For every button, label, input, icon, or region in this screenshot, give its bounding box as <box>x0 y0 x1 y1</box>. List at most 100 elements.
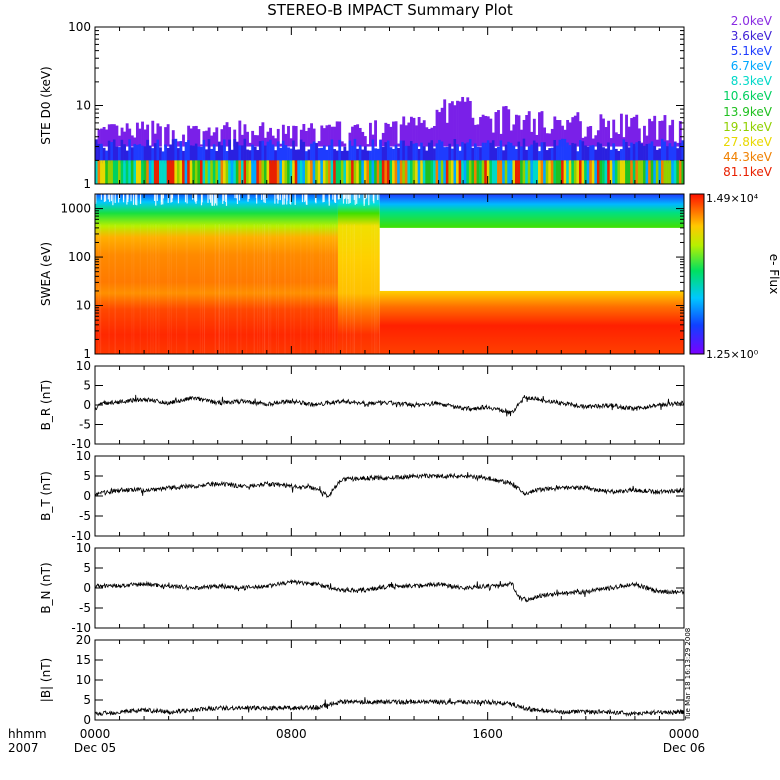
ste-bar <box>648 143 652 164</box>
ste-bar <box>555 145 559 164</box>
colorbar-min-label: 1.25×10⁰ <box>706 348 759 361</box>
ste-bar <box>663 160 667 184</box>
swea-spectrogram-transition <box>337 194 380 354</box>
ste-bar <box>430 127 434 147</box>
ste-bar <box>199 146 203 164</box>
swea-noise <box>214 194 217 204</box>
ste-bar <box>456 100 459 147</box>
ste-bar <box>266 141 270 164</box>
ste-bar <box>274 138 278 147</box>
ste-bar <box>102 126 106 147</box>
bn-ylabel: B_N (nT) <box>39 562 53 613</box>
ste-bar <box>433 126 436 147</box>
swea-streak <box>108 224 110 354</box>
ste-bar <box>448 143 452 164</box>
ste-bar <box>507 160 511 184</box>
ste-bar <box>409 160 413 184</box>
ste-bar <box>479 147 482 164</box>
ste-bar <box>502 160 506 184</box>
ste-bar <box>550 128 554 147</box>
ste-bar <box>269 139 272 164</box>
ste-bar <box>156 160 160 184</box>
ste-bar <box>394 144 398 164</box>
ste-bar <box>315 142 319 164</box>
ste-bar <box>156 139 160 164</box>
ste-bar <box>248 150 252 164</box>
swea-noise <box>235 194 238 199</box>
ste-bar <box>307 149 311 164</box>
ste-bar <box>655 149 659 164</box>
swea-streak <box>261 224 263 354</box>
ste-bar <box>463 160 467 184</box>
ste-bar <box>246 160 249 184</box>
ste-bar <box>532 140 536 164</box>
ste-bar <box>509 160 513 184</box>
ste-bar <box>612 119 616 147</box>
ste-bar <box>304 160 308 184</box>
ste-bar <box>543 127 547 147</box>
ste-bar <box>614 148 618 164</box>
ste-bar <box>279 143 283 147</box>
y-tick-label: 0 <box>83 489 91 503</box>
ste-bar <box>307 160 311 184</box>
ste-bar <box>348 132 352 147</box>
ste-bar <box>458 160 462 184</box>
ste-bar <box>571 117 575 147</box>
ste-bar <box>192 126 196 147</box>
ste-bar <box>484 142 488 164</box>
swea-streak <box>352 224 354 354</box>
ste-bar <box>435 109 439 147</box>
ste-bar <box>356 148 360 164</box>
chart-title: STEREO-B IMPACT Summary Plot <box>267 1 513 19</box>
ste-bar <box>217 141 221 164</box>
ste-bar <box>399 124 403 147</box>
ste-bar <box>522 160 526 184</box>
ste-bar <box>489 160 493 184</box>
ste-bar <box>258 160 262 184</box>
legend-entry: 5.1keV <box>730 44 772 59</box>
ste-bar <box>299 139 303 164</box>
ste-bar <box>512 160 516 184</box>
ste-bar <box>650 160 654 184</box>
swea-streak <box>373 224 375 354</box>
ste-bar <box>474 124 477 147</box>
ste-bar <box>584 145 587 164</box>
ste-bar <box>120 160 124 184</box>
ste-bar <box>261 160 265 184</box>
ste-bar <box>284 145 288 164</box>
swea-streak <box>253 224 255 354</box>
ste-bar <box>466 97 470 147</box>
ste-bar <box>182 160 185 184</box>
ste-bar <box>194 143 198 164</box>
ste-bar <box>474 143 477 164</box>
swea-ylabel: SWEA (eV) <box>39 242 53 306</box>
swea-streak <box>334 224 336 354</box>
ste-bar <box>489 142 493 164</box>
ste-bar <box>281 124 285 147</box>
bmag-trace <box>94 697 685 717</box>
ste-bar <box>671 119 675 147</box>
ste-bar <box>640 143 644 164</box>
swea-noise <box>100 194 103 200</box>
ste-bar <box>474 160 477 184</box>
ste-bar <box>187 160 191 184</box>
y-tick-label: -5 <box>79 418 91 432</box>
ste-bar <box>304 131 308 147</box>
ste-bar <box>328 145 331 164</box>
ste-bar <box>176 141 180 147</box>
ste-bar <box>228 160 232 184</box>
y-tick-label: 100 <box>68 20 91 34</box>
ste-bar <box>369 122 372 147</box>
x-axis-year-label: 2007 <box>8 741 39 755</box>
ste-bar <box>553 116 557 147</box>
ste-bar <box>538 112 541 147</box>
ste-bar <box>594 149 598 164</box>
ste-bar <box>246 149 249 164</box>
ste-energy-legend: 2.0keV 3.6keV 5.1keV 6.7keV 8.3keV 10.6keV 13.… <box>700 14 772 180</box>
ste-bar <box>540 142 544 164</box>
ste-bar <box>653 115 657 147</box>
ste-bar <box>138 144 142 164</box>
colorbar-label: e- Flux <box>767 254 780 294</box>
legend-entry: 3.6keV <box>730 29 772 44</box>
ste-bar <box>197 129 201 147</box>
